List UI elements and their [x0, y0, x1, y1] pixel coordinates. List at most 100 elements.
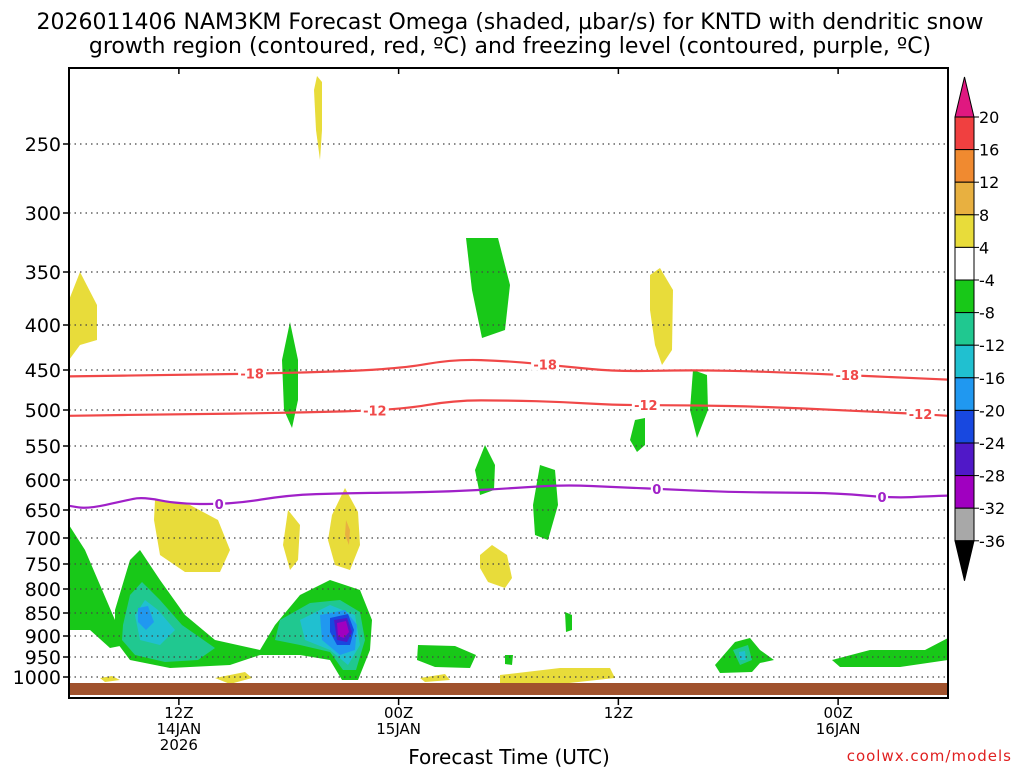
contour-label-bg [213, 497, 226, 510]
colorbar-bin [954, 116, 975, 151]
colorbar-label: -16 [979, 369, 1005, 388]
contour-label: -12 [363, 405, 387, 420]
omega-region [154, 500, 230, 572]
y-tick-label: 650 [25, 500, 61, 522]
y-tick-label: 500 [25, 400, 61, 422]
omega-region [314, 76, 322, 160]
colorbar-label: 16 [979, 141, 999, 160]
omega-region [337, 621, 349, 638]
omega-region [500, 668, 615, 684]
colorbar-label: -24 [979, 434, 1005, 453]
omega-region [475, 445, 495, 495]
contour-label-bg [531, 357, 560, 371]
x-tick-label: 14JAN [157, 720, 202, 738]
contour-label: -12 [634, 399, 658, 414]
colorbar-label: 4 [979, 238, 989, 257]
y-tick-label: 750 [25, 554, 61, 576]
y-tick-label: 850 [25, 603, 61, 625]
colorbar-label: -4 [979, 271, 995, 290]
omega-region [739, 651, 746, 660]
contour-label-bg [631, 398, 660, 412]
omega-region [100, 676, 120, 682]
x-axis-label: Forecast Time (UTC) [408, 745, 610, 768]
contour-line [68, 484, 949, 509]
colorbar-label: 8 [979, 206, 989, 225]
chart-title-line2: growth region (contoured, red, ºC) and f… [89, 34, 931, 59]
omega-region [417, 645, 476, 668]
colorbar-label: -20 [979, 401, 1005, 420]
y-tick-label: 400 [25, 315, 61, 337]
colorbar-bin [954, 409, 975, 444]
y-tick-label: 800 [25, 579, 61, 601]
x-tick-label: 2026 [160, 736, 198, 754]
x-tick-label: 16JAN [816, 720, 861, 738]
colorbar-bin [954, 312, 975, 346]
y-axis: 2503003504004505005506006507007508008509… [13, 134, 69, 689]
y-tick-label: 900 [25, 626, 61, 648]
omega-region [533, 465, 558, 540]
contour-label: -18 [240, 368, 264, 383]
contour-label-bg [238, 366, 267, 380]
omega-region [69, 525, 125, 648]
omega-region [466, 238, 510, 338]
colorbar-label: -36 [979, 532, 1005, 551]
omega-region [480, 545, 512, 588]
y-tick-label: 350 [25, 262, 61, 284]
omega-region [565, 612, 572, 632]
y-tick-label: 700 [25, 528, 61, 550]
omega-region [832, 638, 948, 667]
colorbar-label: 20 [979, 108, 999, 127]
omega-region [650, 268, 673, 365]
colorbar-bin [954, 377, 975, 411]
omega-region [505, 655, 513, 665]
y-tick-label: 550 [25, 436, 61, 458]
colorbar-bin [954, 214, 975, 248]
plot-area: -18 -18 -18 -12 -12 -12 0 0 0 [68, 67, 949, 699]
contour-label-bg [650, 481, 663, 495]
colorbar-label: -28 [979, 467, 1005, 486]
contour-label: 0 [878, 491, 887, 506]
omega-region [283, 510, 300, 570]
colorbar-label: -12 [979, 336, 1005, 355]
omega-region [420, 674, 450, 682]
chart-title-line1: 2026011406 NAM3KM Forecast Omega (shaded… [37, 10, 984, 35]
temperature-contours: -18 -18 -18 -12 -12 -12 0 0 0 [68, 357, 949, 513]
omega-region [345, 520, 350, 545]
x-tick-label: 15JAN [376, 720, 421, 738]
colorbar-top-arrow [954, 76, 975, 118]
omega-region [328, 488, 360, 570]
contour-label-bg [360, 403, 389, 417]
colorbar-label: -32 [979, 499, 1005, 518]
contour-label: 0 [652, 483, 661, 498]
contour-label-bg [833, 368, 862, 382]
contour-label-bg [876, 490, 889, 504]
colorbar-bin [954, 246, 975, 281]
y-tick-label: 950 [25, 647, 61, 669]
contour-label: -12 [909, 408, 933, 423]
y-tick-label: 600 [25, 470, 61, 492]
contour-label: 0 [215, 498, 224, 513]
y-tick-label: 450 [25, 360, 61, 382]
colorbar-bin [954, 181, 975, 216]
colorbar-bin [954, 149, 975, 183]
contour-label: -18 [836, 369, 860, 384]
x-tick-label: 12Z [164, 704, 193, 722]
y-tick-label: 250 [25, 134, 61, 156]
colorbar-bin [954, 507, 975, 542]
x-tick-label: 00Z [384, 704, 413, 722]
colorbar-label: -8 [979, 304, 995, 323]
y-tick-label: 1000 [13, 667, 61, 689]
colorbar-bin [954, 279, 975, 314]
colorbar-label: 12 [979, 173, 999, 192]
pressure-gridlines [69, 143, 948, 678]
contour-label-bg [906, 407, 935, 421]
colorbar-bottom-arrow [954, 540, 975, 581]
plot-background [69, 68, 948, 698]
x-tick-label: 00Z [823, 704, 852, 722]
omega-shading [69, 76, 948, 684]
plot-border [68, 67, 949, 699]
contour-line [68, 399, 949, 417]
y-tick-label: 300 [25, 203, 61, 225]
